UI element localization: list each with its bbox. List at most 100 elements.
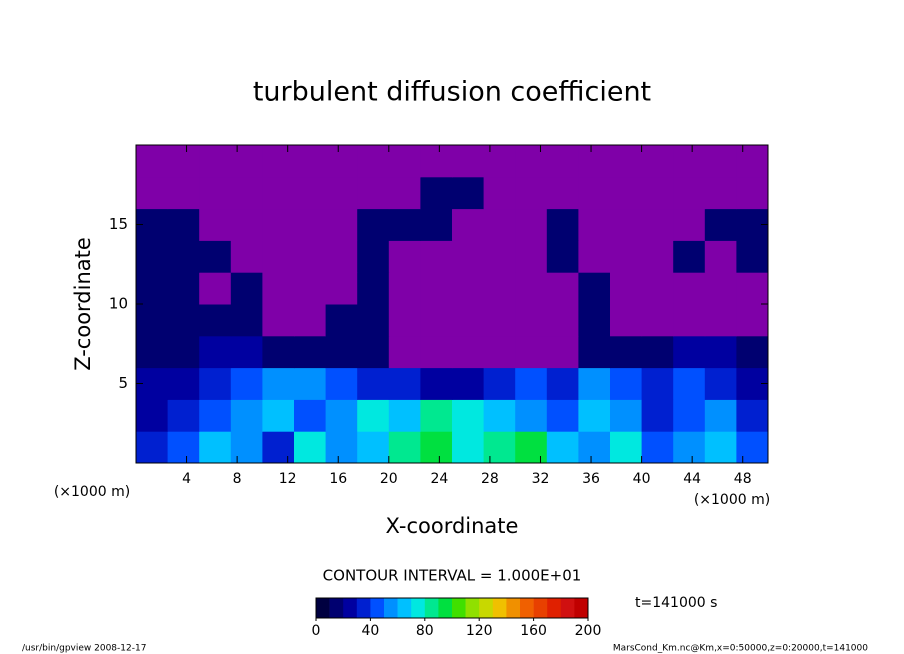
- x-tick-label: 28: [481, 471, 499, 487]
- field-cell: [357, 367, 390, 400]
- field-cell: [357, 208, 390, 241]
- colorbar-tick-label: 200: [575, 623, 602, 639]
- field-cell: [704, 208, 737, 241]
- field-cell: [294, 240, 327, 273]
- field-cell: [673, 240, 706, 273]
- field-cell: [483, 431, 516, 464]
- field-cell: [325, 367, 358, 400]
- field-cell: [262, 431, 295, 464]
- field-cell: [325, 240, 358, 273]
- footer-left: /usr/bin/gpview 2008-12-17: [22, 644, 146, 654]
- field-cell: [483, 304, 516, 337]
- field-cell: [294, 335, 327, 369]
- field-cell: [357, 335, 390, 369]
- field-cell: [736, 431, 769, 464]
- colorbar-segment: [370, 598, 385, 618]
- x-tick-label: 36: [582, 471, 600, 487]
- field-cell: [230, 208, 263, 241]
- y-unit: (×1000 m): [54, 484, 130, 500]
- field-cell: [610, 431, 643, 464]
- field-cell: [230, 240, 263, 273]
- field-cell: [388, 240, 421, 273]
- field-cell: [515, 304, 548, 337]
- colorbar-segment: [547, 598, 562, 618]
- field-cell: [483, 367, 516, 400]
- field-cell: [546, 208, 579, 241]
- colorbar-segment: [424, 598, 439, 618]
- field-cell: [515, 399, 548, 432]
- field-cell: [294, 145, 327, 178]
- colorbar-segment: [356, 598, 371, 618]
- colorbar-segment: [452, 598, 466, 618]
- field-cell: [704, 335, 737, 369]
- field-cell: [167, 431, 200, 464]
- field-cell: [641, 399, 674, 432]
- field-cell: [704, 431, 737, 464]
- field-cell: [262, 399, 295, 432]
- x-tick-label: 4: [182, 471, 191, 487]
- field-cell: [262, 145, 295, 178]
- field-cell: [452, 304, 485, 337]
- field-cell: [546, 399, 579, 432]
- field-cell: [357, 240, 390, 273]
- field-cell: [483, 208, 516, 241]
- field-cell: [167, 399, 200, 432]
- field-cell: [357, 176, 390, 210]
- field-cell: [452, 335, 485, 369]
- field-cell: [420, 304, 453, 337]
- colorbar-frame: [315, 597, 589, 619]
- field-cell: [167, 335, 200, 369]
- field-cell: [167, 240, 200, 273]
- field-cell: [546, 240, 579, 273]
- field-cell: [452, 145, 485, 178]
- x-tick-label: 32: [532, 471, 550, 487]
- field-cell: [199, 367, 232, 400]
- field-cell: [388, 399, 421, 432]
- field-cell: [641, 240, 674, 273]
- field-cell: [452, 367, 485, 400]
- x-tick-label: 48: [734, 471, 752, 487]
- field-cell: [736, 335, 769, 369]
- field-cell: [294, 272, 327, 305]
- field-cell: [546, 145, 579, 178]
- field-cell: [136, 431, 169, 464]
- field-cell: [483, 145, 516, 178]
- field-cell: [325, 176, 358, 210]
- field-cell: [641, 304, 674, 337]
- field-cell: [610, 335, 643, 369]
- field-cell: [704, 399, 737, 432]
- field-cell: [641, 335, 674, 369]
- field-cell: [704, 367, 737, 400]
- field-cell: [546, 367, 579, 400]
- field-cell: [578, 272, 611, 305]
- field-cell: [515, 240, 548, 273]
- field-cell: [230, 304, 263, 337]
- field-cell: [388, 431, 421, 464]
- field-cell: [420, 367, 453, 400]
- field-cell: [546, 176, 579, 210]
- colorbar-segment: [329, 598, 344, 618]
- field-cell: [388, 176, 421, 210]
- field-cell: [325, 399, 358, 432]
- field-cell: [641, 145, 674, 178]
- field-cell: [452, 272, 485, 305]
- field-cell: [199, 335, 232, 369]
- field-cell: [325, 335, 358, 369]
- field-cell: [704, 272, 737, 305]
- field-cell: [483, 176, 516, 210]
- field-cell: [483, 335, 516, 369]
- field-cell: [357, 272, 390, 305]
- field-cell: [262, 367, 295, 400]
- field-cell: [673, 176, 706, 210]
- field-cell: [388, 335, 421, 369]
- colorbar-segment: [574, 598, 589, 618]
- field-cell: [230, 335, 263, 369]
- colorbar-segment: [411, 598, 426, 618]
- colorbar-tick-label: 160: [520, 623, 547, 639]
- field-cell: [452, 176, 485, 210]
- field-cell: [515, 272, 548, 305]
- field-cell: [578, 304, 611, 337]
- field-cell: [452, 208, 485, 241]
- colorbar-tick-label: 80: [416, 623, 434, 639]
- field-cell: [736, 240, 769, 273]
